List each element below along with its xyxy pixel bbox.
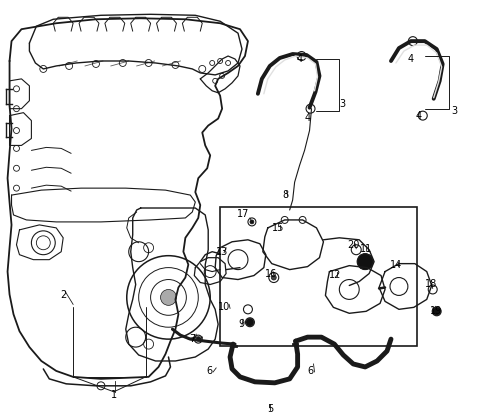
Text: 11: 11 xyxy=(360,244,372,254)
Text: 20: 20 xyxy=(347,240,360,250)
Circle shape xyxy=(250,220,254,224)
Text: 3: 3 xyxy=(452,106,457,116)
Text: 6: 6 xyxy=(206,366,212,376)
Text: 3: 3 xyxy=(339,99,346,109)
Circle shape xyxy=(196,337,200,341)
Text: 8: 8 xyxy=(283,190,289,200)
Text: 10: 10 xyxy=(218,302,230,312)
Text: 18: 18 xyxy=(425,280,437,290)
Text: 13: 13 xyxy=(216,247,228,257)
Text: 16: 16 xyxy=(264,269,277,278)
Text: 4: 4 xyxy=(304,112,311,122)
Text: 7: 7 xyxy=(189,334,195,344)
Circle shape xyxy=(271,275,276,280)
Text: 5: 5 xyxy=(268,404,274,414)
Text: 19: 19 xyxy=(430,306,442,316)
Text: 1: 1 xyxy=(111,390,117,400)
Text: 12: 12 xyxy=(329,270,342,280)
Text: 4: 4 xyxy=(297,54,303,64)
Circle shape xyxy=(432,307,441,315)
Text: 4: 4 xyxy=(408,54,414,64)
Circle shape xyxy=(357,254,373,270)
Bar xyxy=(220,207,417,346)
Circle shape xyxy=(160,289,177,306)
Text: 15: 15 xyxy=(272,223,284,233)
Text: 2: 2 xyxy=(60,291,66,301)
Text: 14: 14 xyxy=(390,260,402,270)
Text: 4: 4 xyxy=(416,111,422,121)
Text: 9: 9 xyxy=(238,319,244,329)
Text: 6: 6 xyxy=(308,366,313,376)
Circle shape xyxy=(246,318,254,326)
Text: 17: 17 xyxy=(237,209,249,219)
